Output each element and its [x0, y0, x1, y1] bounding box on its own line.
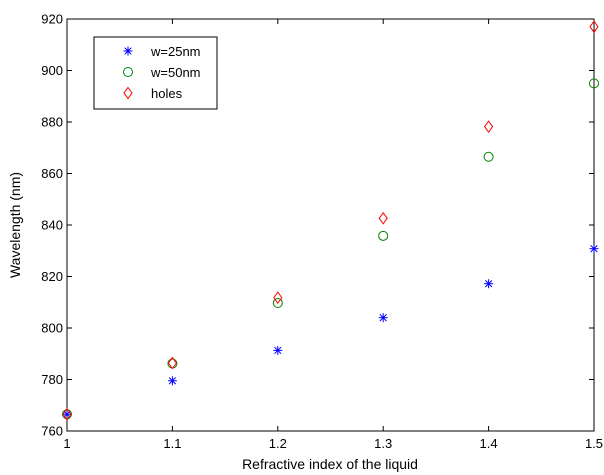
- x-tick-label: 1.3: [374, 436, 392, 451]
- legend-marker-circle: [123, 67, 133, 77]
- circle-point: [589, 78, 599, 89]
- asterisk-point: [167, 376, 177, 386]
- series-diamond: [62, 20, 599, 421]
- x-tick-label: 1.1: [163, 436, 181, 451]
- y-tick-label: 760: [41, 424, 63, 439]
- x-tick-label: 1.2: [269, 436, 287, 451]
- axis-ticks: 1 1.1 1.2 1.3 1.4 1.5 760 780 800 820 840 860 880 900…: [41, 12, 603, 452]
- legend-marker-diamond: [123, 86, 133, 100]
- diamond-point: [589, 20, 599, 34]
- diamond-point: [273, 291, 283, 304]
- legend-marker-asterisk: [123, 46, 133, 56]
- x-tick-label: 1: [63, 436, 70, 451]
- legend-label: w=50nm: [150, 65, 201, 80]
- y-tick-label: 880: [41, 115, 63, 130]
- y-tick-label: 800: [41, 321, 63, 336]
- diamond-point: [378, 211, 388, 225]
- x-tick-label: 1.4: [480, 436, 498, 451]
- legend-label: w=25nm: [150, 44, 201, 59]
- circle-point: [272, 298, 283, 309]
- x-tick-label: 1.5: [585, 436, 603, 451]
- y-axis-label: Wavelength (nm): [7, 172, 23, 278]
- y-tick-label: 820: [41, 269, 63, 284]
- legend-box: [93, 36, 218, 110]
- diamond-point: [483, 120, 494, 133]
- x-axis-label: Refractive index of the liquid: [242, 456, 418, 472]
- y-tick-label: 900: [41, 63, 63, 78]
- asterisk-point: [484, 279, 494, 289]
- legend-label: holes: [151, 86, 183, 101]
- asterisk-point: [273, 345, 283, 355]
- y-tick-label: 840: [41, 218, 63, 233]
- asterisk-point: [589, 244, 599, 254]
- circle-point: [378, 230, 389, 241]
- diamond-point: [167, 356, 178, 370]
- circle-point: [483, 151, 494, 162]
- asterisk-point: [378, 313, 388, 323]
- legend: w=25nm w=50nm holes: [93, 36, 218, 110]
- series-asterisk: [62, 244, 599, 419]
- data-markers: [62, 20, 599, 421]
- diamond-point: [62, 407, 72, 421]
- y-tick-label: 860: [41, 166, 63, 181]
- y-tick-label: 920: [41, 12, 63, 27]
- y-tick-label: 780: [41, 372, 63, 387]
